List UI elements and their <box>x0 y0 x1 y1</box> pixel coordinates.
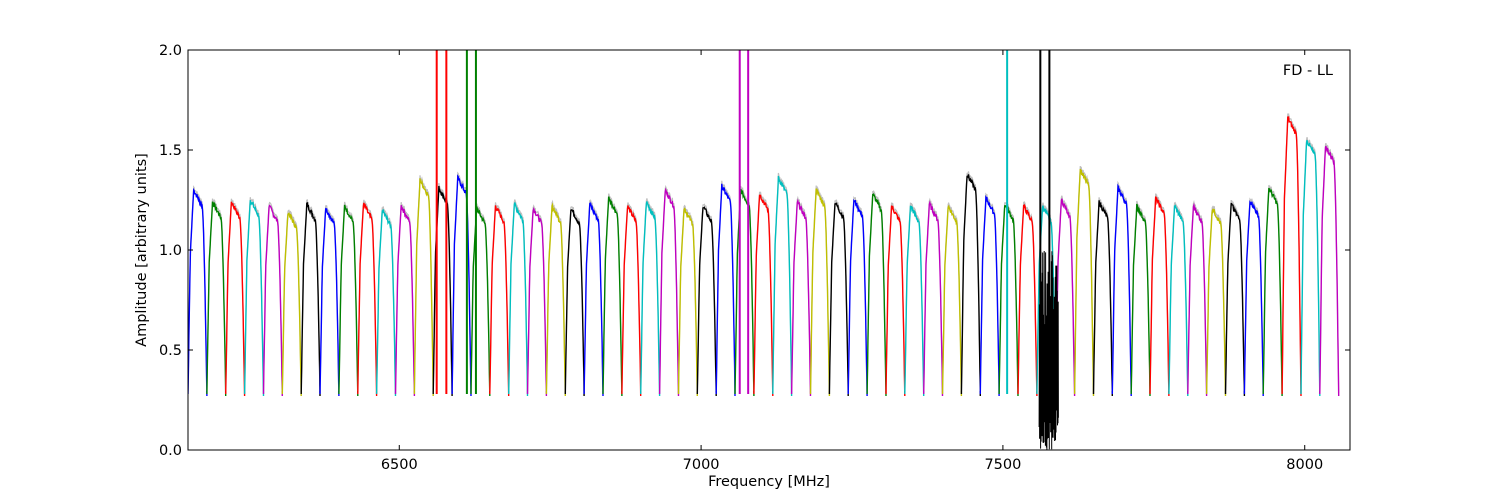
bandpass-series <box>1319 145 1340 397</box>
bandpass-series <box>640 201 661 397</box>
bandpass-series <box>1205 207 1227 397</box>
bandpass-series <box>885 205 906 397</box>
bandpass-series <box>225 201 246 397</box>
panel-annotation: FD - LL <box>1283 63 1333 79</box>
x-tick-label: 7500 <box>984 457 1021 473</box>
bandpass-series <box>1149 196 1170 397</box>
y-tick-label: 2.0 <box>159 43 182 59</box>
bandpass-series <box>413 178 434 397</box>
y-axis-label: Amplitude [arbitrary units] <box>134 153 150 347</box>
bandpass-series <box>1187 202 1208 397</box>
bandpass-series <box>941 204 963 397</box>
bandpass-series <box>979 195 1000 397</box>
noise-region <box>1038 250 1059 450</box>
x-tick-label: 8000 <box>1286 457 1323 473</box>
bandpass-series <box>262 204 283 397</box>
axis-ticks: 6500 7000 7500 8000 0.0 0.5 1.0 1.5 2.0 <box>159 43 1350 473</box>
bandpass-series <box>1130 203 1151 397</box>
bandpass-series <box>658 187 680 397</box>
bandpass-series <box>734 188 755 397</box>
bandpass-series <box>904 205 925 397</box>
bandpass-series <box>526 206 548 397</box>
series-group <box>188 50 1340 450</box>
bandpass-series <box>1224 202 1246 397</box>
bandpass-series <box>772 175 793 397</box>
bandpass-series <box>545 202 566 397</box>
bandpass-series <box>338 204 359 397</box>
y-tick-label: 1.5 <box>159 143 182 159</box>
x-tick-label: 6500 <box>381 457 418 473</box>
x-tick-label: 7000 <box>683 457 720 473</box>
bandpass-series <box>866 192 887 397</box>
bandpass-series <box>828 202 849 397</box>
bandpass-series <box>998 205 1019 397</box>
bandpass-series <box>564 208 585 397</box>
bandpass-series <box>281 212 302 397</box>
bandpass-series <box>470 206 491 397</box>
bandpass-series <box>1168 204 1189 397</box>
bandpass-series <box>508 202 529 397</box>
bandpass-series <box>847 198 868 397</box>
bandpass-series <box>753 194 774 397</box>
bandpass-series <box>1017 203 1038 397</box>
bandpass-series <box>1073 168 1095 397</box>
bandpass-series <box>602 196 623 397</box>
bandpass-series <box>1281 115 1302 397</box>
y-tick-label: 0.0 <box>159 443 182 459</box>
bandpass-series <box>583 201 604 397</box>
y-tick-label: 0.5 <box>159 343 182 359</box>
bandpass-series <box>375 209 397 397</box>
bandpass-series <box>206 201 227 397</box>
y-tick-label: 1.0 <box>159 243 182 259</box>
bandpass-series <box>960 174 981 397</box>
bandpass-series <box>357 202 378 397</box>
bandpass-series <box>1300 140 1321 397</box>
bandpass-series <box>1092 200 1113 397</box>
bandpass-series <box>188 187 208 397</box>
bandpass-series <box>715 183 736 397</box>
bandpass-series <box>489 205 510 397</box>
bandpass-series <box>319 207 340 397</box>
bandpass-series <box>621 205 642 397</box>
bandpass-series <box>1262 187 1283 397</box>
bandpass-series <box>1111 183 1132 397</box>
bandpass-series <box>677 207 698 397</box>
bandpass-series <box>394 205 416 397</box>
bandpass-series <box>1055 198 1076 397</box>
bandpass-series <box>300 202 321 397</box>
bandpass-series <box>696 206 717 397</box>
bandpass-series <box>1243 200 1264 397</box>
bandpass-series <box>923 200 944 397</box>
bandpass-series <box>790 198 812 397</box>
bandpass-series <box>809 188 831 397</box>
x-axis-label: Frequency [MHz] <box>708 474 830 490</box>
bandpass-series <box>243 200 265 397</box>
